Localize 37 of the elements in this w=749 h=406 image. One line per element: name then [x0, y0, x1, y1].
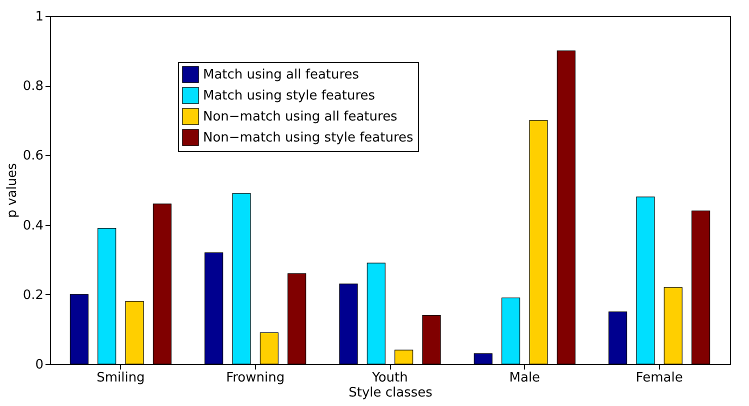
bar [529, 120, 548, 364]
bar [232, 193, 251, 364]
bar [556, 50, 576, 364]
x-tick-label: Frowning [226, 370, 285, 386]
bar [636, 196, 655, 364]
bar [70, 294, 88, 364]
bar [394, 350, 414, 364]
y-axis-title: p values [4, 162, 20, 218]
bar [98, 228, 116, 364]
y-tick-label: 0.2 [22, 288, 44, 303]
x-tick-label: Female [636, 370, 683, 386]
legend-label: Non−match using style features [203, 130, 414, 146]
bar [502, 298, 520, 364]
y-tick-label: 1 [35, 10, 44, 24]
legend-label: Match using style features [203, 88, 376, 104]
y-tick-label: 0.6 [22, 148, 44, 164]
legend-label: Match using all features [203, 68, 360, 82]
bar [339, 284, 358, 364]
bar [204, 252, 224, 364]
legend-label: Non−match using all features [203, 110, 398, 124]
x-tick-label: Male [509, 370, 540, 386]
x-axis-title: Style classes [348, 386, 433, 400]
bar [152, 204, 172, 364]
bar [125, 301, 144, 364]
y-tick-label: 0.4 [22, 218, 44, 234]
bar [474, 353, 492, 364]
y-tick-label: 0.8 [22, 79, 44, 94]
bar [664, 287, 682, 364]
bar [366, 262, 386, 364]
bar [422, 314, 441, 364]
bar [692, 210, 710, 364]
bar [260, 332, 278, 364]
x-tick-label: Youth [371, 370, 408, 386]
y-tick-label: 0 [35, 358, 44, 372]
x-tick-label: Smiling [96, 370, 145, 386]
bar [608, 312, 628, 364]
bar [288, 273, 306, 364]
